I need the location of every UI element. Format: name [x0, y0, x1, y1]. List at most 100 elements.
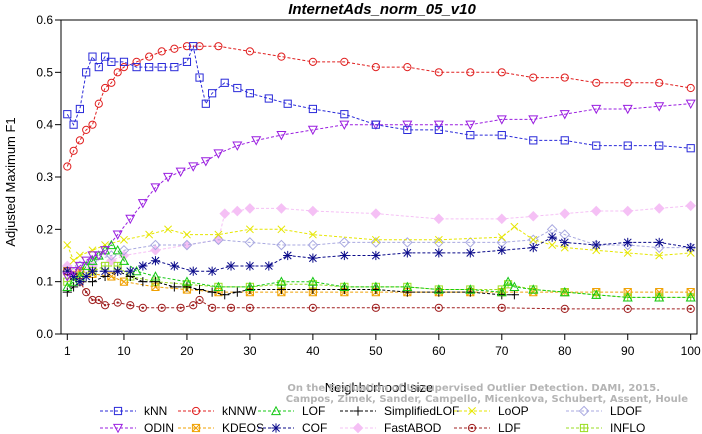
data-point — [163, 172, 174, 183]
legend-item-odin: ODIN — [100, 421, 174, 434]
data-point — [339, 281, 350, 291]
data-point — [200, 157, 211, 167]
data-point — [207, 287, 217, 297]
data-point — [145, 63, 154, 72]
x-tick-label: 30 — [243, 344, 257, 358]
data-point — [560, 136, 569, 145]
data-point — [370, 281, 381, 291]
data-point — [592, 141, 601, 150]
data-point — [63, 241, 72, 249]
data-point — [119, 63, 129, 72]
legend-item-knnw: kNNW — [178, 404, 257, 418]
data-point — [623, 141, 632, 150]
data-point — [496, 115, 507, 125]
x-tick-label: 20 — [180, 344, 194, 358]
data-point — [195, 42, 204, 51]
data-point — [276, 131, 287, 141]
data-point — [307, 125, 318, 136]
series-cof — [62, 232, 696, 287]
data-point — [107, 78, 116, 87]
data-point — [214, 42, 223, 51]
series-loop — [63, 222, 695, 265]
data-point — [339, 120, 350, 130]
data-point — [145, 230, 154, 239]
data-point — [62, 281, 73, 291]
data-point — [622, 239, 634, 251]
y-tick-label: 0.6 — [36, 13, 53, 27]
data-point — [264, 94, 273, 103]
data-point — [283, 99, 292, 108]
data-point — [685, 99, 696, 109]
data-point — [307, 276, 318, 286]
data-point — [307, 205, 319, 217]
data-point — [188, 266, 198, 276]
data-point — [623, 248, 632, 257]
x-axis-label: Neighborhood size — [325, 380, 433, 395]
data-point — [591, 240, 601, 250]
data-point — [468, 407, 476, 415]
data-point — [100, 246, 111, 256]
data-point — [188, 162, 199, 172]
data-point — [189, 42, 198, 51]
data-point — [93, 251, 104, 261]
data-point — [578, 405, 590, 417]
y-tick-label: 0.2 — [36, 222, 53, 236]
legend-item-loop: LoOP — [454, 404, 529, 418]
data-point — [465, 287, 475, 297]
data-point — [169, 261, 179, 271]
data-point — [340, 57, 349, 66]
data-point — [339, 237, 350, 248]
series-line — [66, 103, 691, 277]
data-point — [655, 141, 664, 150]
data-point — [402, 120, 413, 130]
data-point — [308, 230, 317, 239]
data-point — [308, 57, 317, 66]
data-point — [68, 282, 79, 292]
data-point — [106, 239, 117, 250]
data-point — [560, 304, 569, 313]
data-point — [529, 235, 538, 244]
data-point — [686, 243, 696, 253]
data-point — [464, 237, 476, 248]
data-point — [81, 271, 91, 282]
data-point — [654, 102, 665, 112]
data-point — [271, 423, 281, 433]
data-point — [245, 303, 255, 312]
data-point — [371, 250, 381, 261]
data-point — [195, 295, 204, 305]
data-point — [194, 284, 205, 295]
data-point — [88, 295, 97, 305]
series-ldf — [63, 267, 695, 313]
data-point — [623, 78, 632, 87]
series-line — [67, 228, 691, 272]
data-point — [497, 303, 506, 312]
data-point — [245, 47, 255, 56]
data-point — [195, 73, 204, 82]
data-point — [63, 110, 72, 119]
data-point — [107, 57, 116, 66]
data-point — [433, 237, 445, 248]
data-point — [232, 287, 242, 297]
data-point — [213, 281, 224, 291]
data-point — [276, 276, 287, 286]
legend-item-cof: COF — [258, 421, 327, 434]
data-point — [655, 78, 664, 87]
data-point — [245, 284, 255, 295]
data-point — [592, 78, 601, 87]
legend-item-inflo: INFLO — [566, 421, 645, 434]
data-point — [497, 233, 506, 242]
data-point — [685, 200, 697, 212]
data-point — [170, 63, 179, 72]
data-point — [120, 235, 128, 244]
data-point — [87, 266, 98, 276]
data-point — [276, 203, 287, 214]
data-point — [434, 125, 443, 135]
data-point — [232, 205, 243, 217]
data-point — [132, 57, 141, 66]
data-point — [181, 239, 193, 251]
data-point — [207, 266, 217, 276]
legend-label: LDOF — [610, 404, 642, 418]
data-point — [81, 256, 92, 266]
data-point — [69, 120, 78, 129]
data-point — [138, 303, 147, 312]
